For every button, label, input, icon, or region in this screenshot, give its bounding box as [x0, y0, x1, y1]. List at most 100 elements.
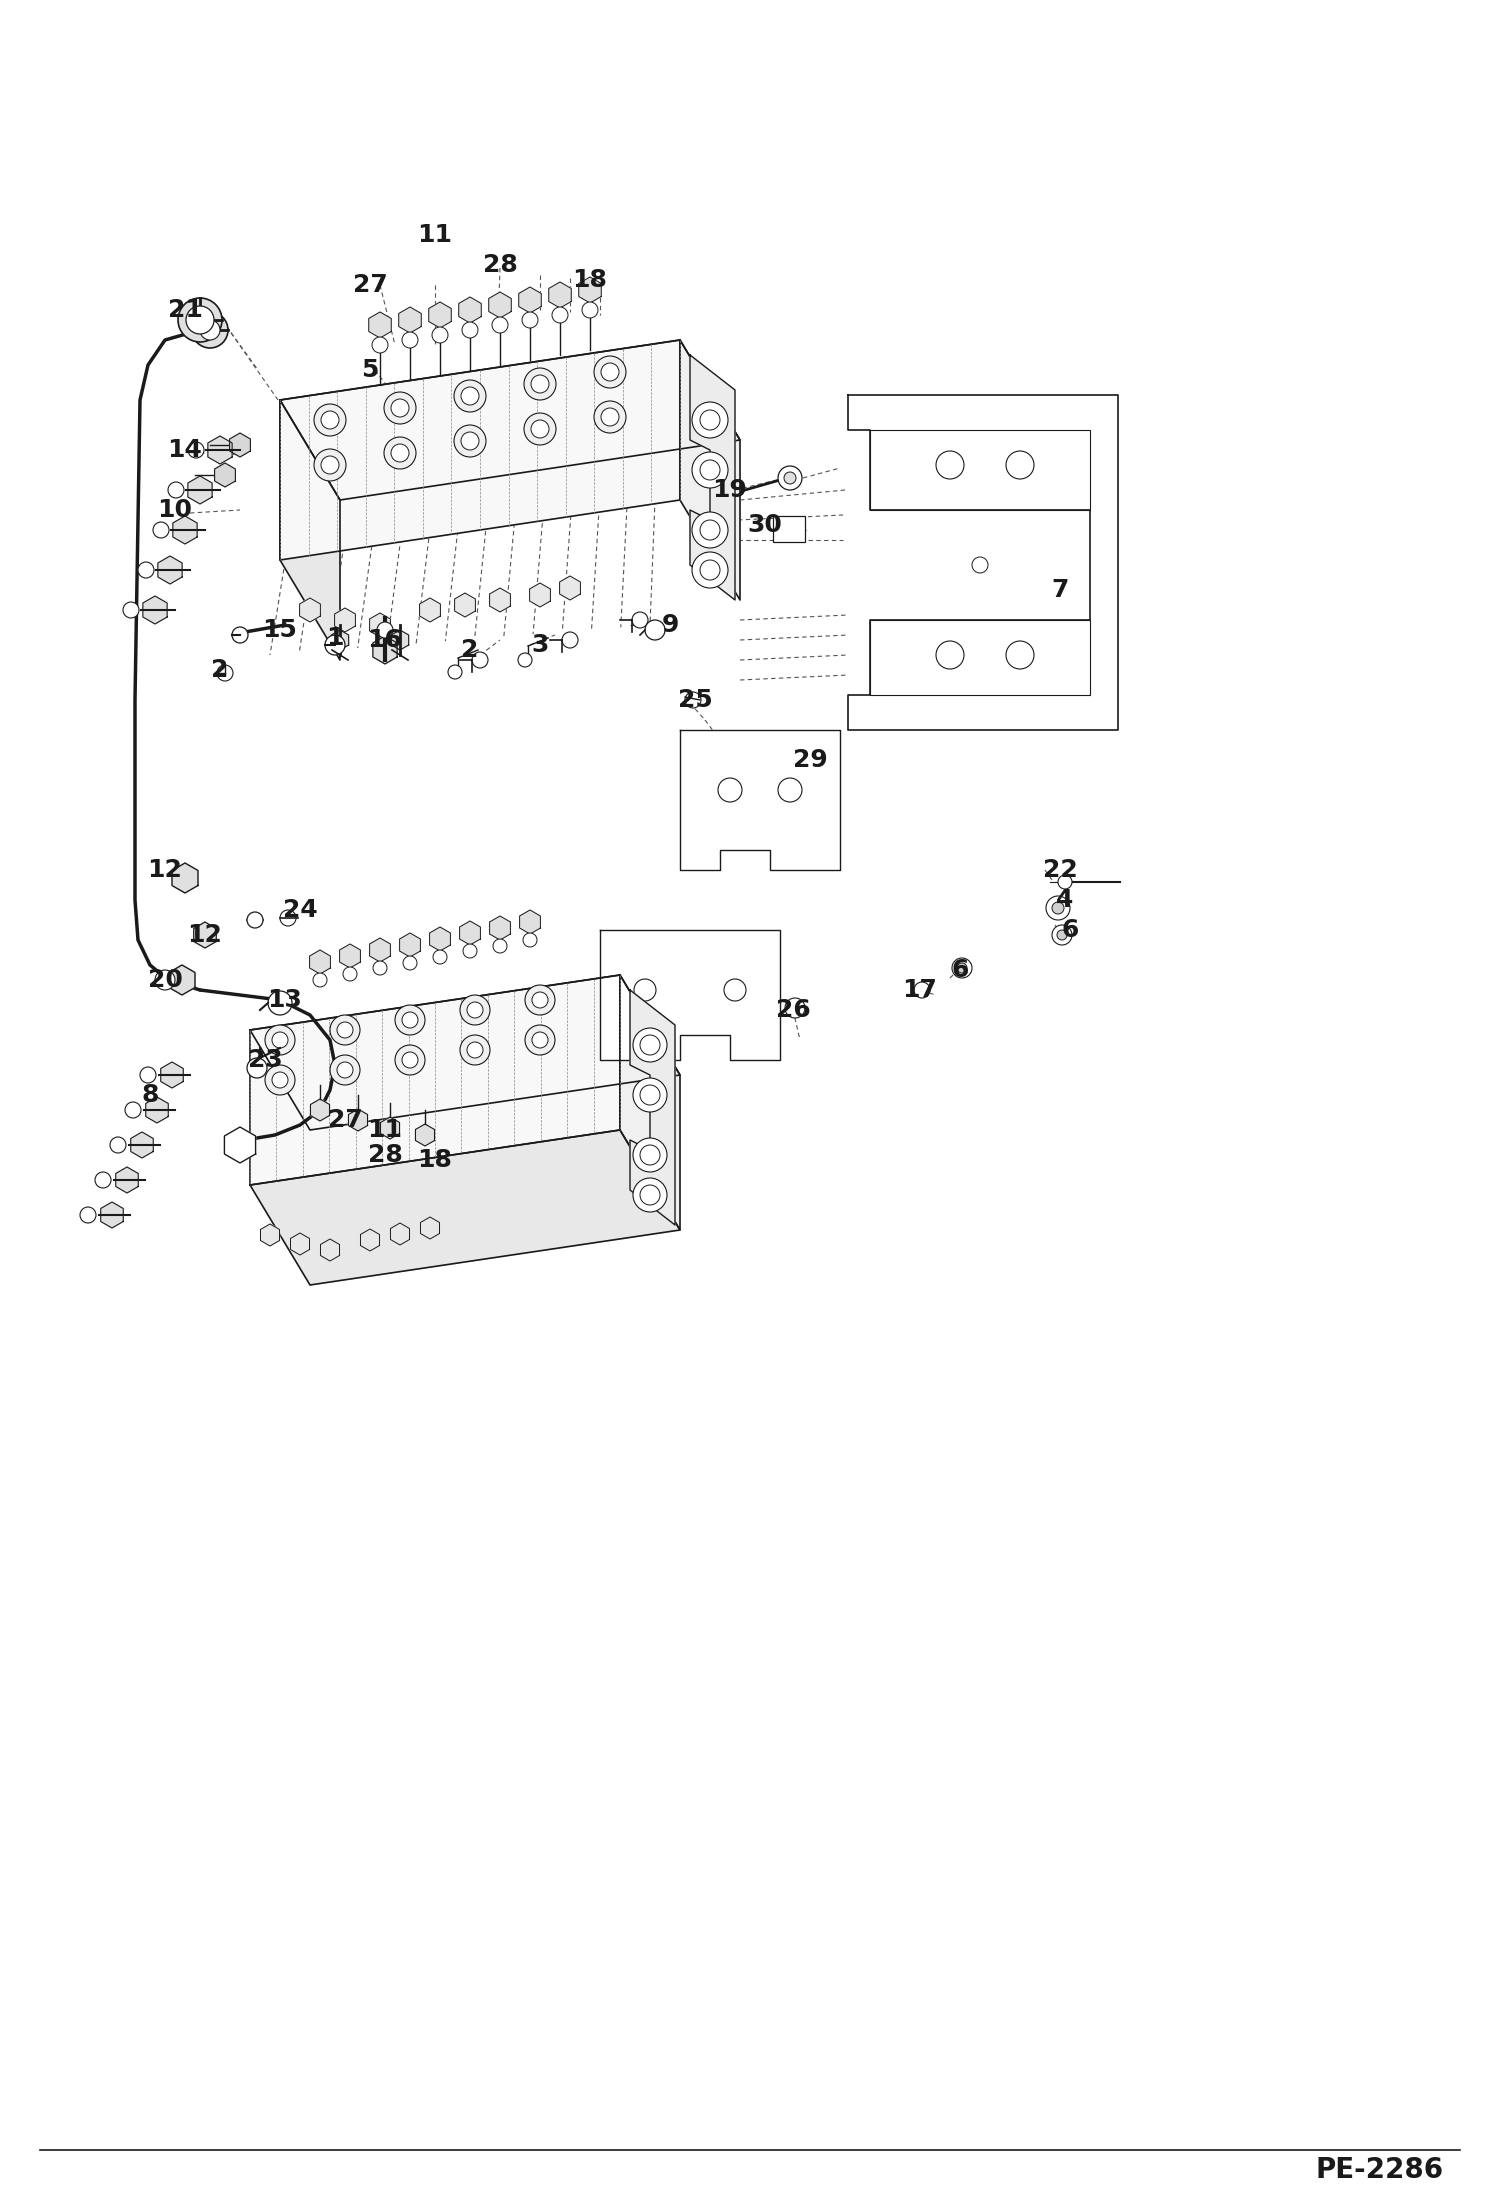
Polygon shape	[321, 1239, 340, 1261]
Circle shape	[640, 1035, 661, 1055]
Text: 15: 15	[262, 618, 298, 643]
Circle shape	[491, 318, 508, 333]
Text: 20: 20	[148, 967, 183, 991]
Circle shape	[454, 425, 485, 456]
Circle shape	[154, 969, 175, 989]
Circle shape	[109, 1136, 126, 1154]
Circle shape	[700, 520, 721, 539]
Polygon shape	[142, 596, 168, 625]
Circle shape	[634, 978, 656, 1000]
Circle shape	[640, 1145, 661, 1164]
Polygon shape	[334, 607, 355, 632]
Polygon shape	[369, 311, 391, 338]
Polygon shape	[488, 292, 511, 318]
Circle shape	[524, 368, 556, 399]
Polygon shape	[250, 1129, 680, 1285]
Polygon shape	[400, 932, 421, 956]
Polygon shape	[340, 943, 361, 967]
Circle shape	[601, 364, 619, 382]
Circle shape	[454, 379, 485, 412]
Polygon shape	[373, 636, 397, 664]
Polygon shape	[145, 1096, 168, 1123]
Polygon shape	[250, 976, 620, 1184]
Circle shape	[268, 991, 292, 1015]
Circle shape	[530, 375, 548, 393]
Polygon shape	[380, 1116, 400, 1138]
Polygon shape	[520, 910, 541, 934]
Text: 14: 14	[168, 439, 202, 463]
Circle shape	[460, 1035, 490, 1066]
Circle shape	[783, 471, 795, 485]
Text: 24: 24	[283, 897, 318, 921]
Polygon shape	[530, 583, 550, 607]
Circle shape	[718, 779, 742, 803]
Circle shape	[936, 640, 965, 669]
Circle shape	[124, 1103, 141, 1118]
Circle shape	[692, 553, 728, 588]
Circle shape	[313, 974, 327, 987]
Text: 27: 27	[328, 1107, 363, 1132]
Circle shape	[524, 1024, 554, 1055]
Text: 5: 5	[361, 357, 379, 382]
Text: 7: 7	[1052, 579, 1068, 603]
Polygon shape	[310, 950, 331, 974]
Circle shape	[1058, 930, 1067, 941]
Circle shape	[265, 1066, 295, 1094]
Circle shape	[280, 910, 297, 925]
Circle shape	[123, 603, 139, 618]
Circle shape	[724, 978, 746, 1000]
Circle shape	[1052, 901, 1064, 914]
Polygon shape	[331, 629, 349, 649]
Polygon shape	[490, 917, 511, 941]
Circle shape	[646, 621, 665, 640]
Circle shape	[265, 1024, 295, 1055]
Circle shape	[337, 1022, 354, 1037]
Polygon shape	[421, 1217, 439, 1239]
Polygon shape	[370, 939, 391, 963]
Polygon shape	[518, 287, 541, 314]
Circle shape	[632, 612, 649, 627]
Circle shape	[634, 1178, 667, 1213]
Circle shape	[521, 311, 538, 329]
Circle shape	[460, 996, 490, 1024]
Circle shape	[1007, 452, 1034, 478]
Circle shape	[524, 412, 556, 445]
Text: 22: 22	[1043, 857, 1077, 882]
Circle shape	[448, 664, 461, 680]
Circle shape	[692, 401, 728, 439]
Circle shape	[532, 1033, 548, 1048]
Polygon shape	[187, 476, 213, 504]
Polygon shape	[291, 1232, 310, 1254]
Circle shape	[431, 327, 448, 342]
Text: 12: 12	[187, 923, 222, 947]
Circle shape	[472, 651, 488, 669]
Polygon shape	[680, 340, 740, 601]
Text: 30: 30	[748, 513, 782, 537]
Polygon shape	[419, 599, 440, 623]
Polygon shape	[428, 303, 451, 329]
Polygon shape	[601, 930, 780, 1059]
Circle shape	[401, 1053, 418, 1068]
Polygon shape	[115, 1167, 138, 1193]
Circle shape	[518, 654, 532, 667]
Circle shape	[914, 982, 930, 998]
Circle shape	[461, 432, 479, 450]
Circle shape	[273, 1033, 288, 1048]
Circle shape	[1052, 925, 1073, 945]
Polygon shape	[349, 1110, 367, 1132]
Text: 6: 6	[1061, 919, 1079, 943]
Circle shape	[168, 482, 184, 498]
Polygon shape	[225, 1127, 256, 1162]
Circle shape	[217, 664, 234, 682]
Text: 9: 9	[661, 614, 679, 636]
Polygon shape	[300, 599, 321, 623]
Text: 28: 28	[482, 252, 517, 276]
Circle shape	[467, 1042, 482, 1057]
Polygon shape	[361, 1228, 379, 1250]
Circle shape	[530, 421, 548, 439]
Text: 13: 13	[268, 989, 303, 1011]
Circle shape	[493, 939, 506, 954]
Circle shape	[247, 1057, 267, 1079]
Polygon shape	[454, 592, 475, 616]
Circle shape	[551, 307, 568, 322]
